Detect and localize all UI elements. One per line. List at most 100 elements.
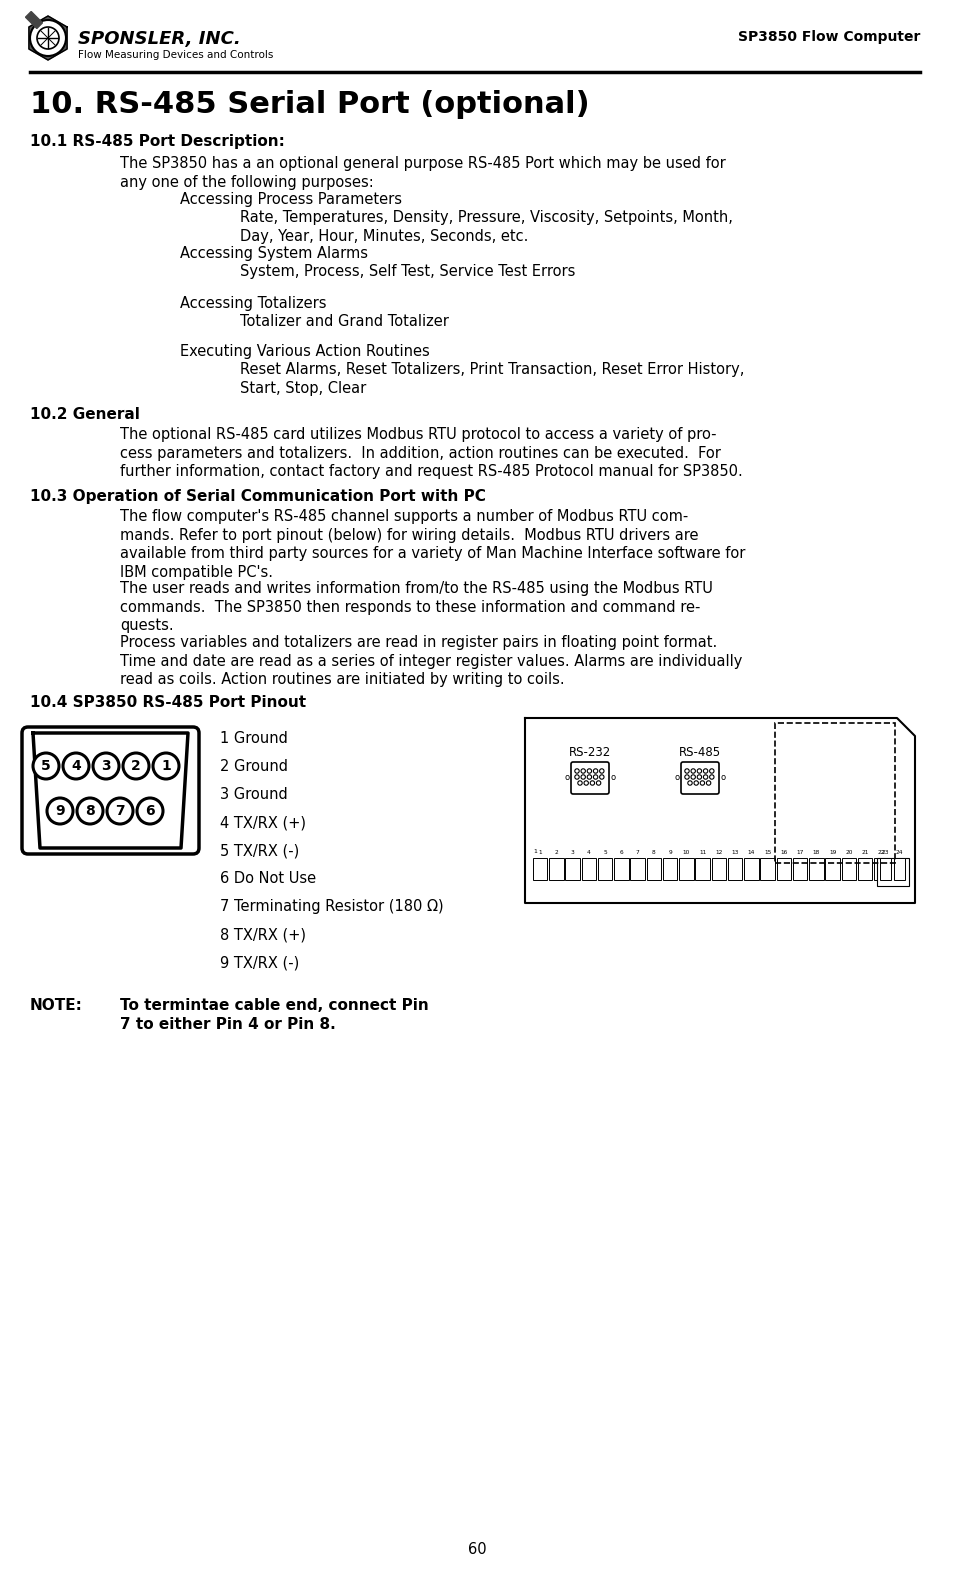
Bar (711, 858, 725, 880)
Text: The SP3850 has a an optional general purpose RS-485 Port which may be used for
a: The SP3850 has a an optional general pur… (120, 156, 725, 190)
Text: 2: 2 (554, 850, 558, 855)
Bar (776, 858, 790, 880)
Text: 9: 9 (55, 803, 65, 817)
Text: 8: 8 (85, 803, 94, 817)
Bar (565, 858, 579, 880)
Text: 3: 3 (101, 759, 111, 773)
Circle shape (77, 799, 103, 824)
Bar (727, 858, 741, 880)
Circle shape (92, 753, 119, 780)
Text: o: o (674, 773, 679, 783)
Text: 10: 10 (682, 850, 689, 855)
Text: Flow Measuring Devices and Controls: Flow Measuring Devices and Controls (78, 50, 274, 60)
Text: 2: 2 (131, 759, 141, 773)
Text: To termintae cable end, connect Pin
7 to either Pin 4 or Pin 8.: To termintae cable end, connect Pin 7 to… (120, 998, 428, 1031)
Text: 13: 13 (731, 850, 739, 855)
Bar (662, 858, 677, 880)
Bar (792, 858, 806, 880)
Text: 10. RS-485 Serial Port (optional): 10. RS-485 Serial Port (optional) (30, 90, 589, 119)
Text: o: o (720, 773, 725, 783)
Text: 1: 1 (533, 849, 537, 854)
FancyBboxPatch shape (571, 762, 608, 794)
Bar (879, 858, 890, 880)
Text: 10.3 Operation of Serial Communication Port with PC: 10.3 Operation of Serial Communication P… (30, 489, 485, 505)
Text: 9: 9 (668, 850, 672, 855)
Bar (679, 858, 693, 880)
Circle shape (30, 20, 66, 57)
Text: System, Process, Self Test, Service Test Errors: System, Process, Self Test, Service Test… (240, 264, 575, 278)
Text: SP3850 Flow Computer: SP3850 Flow Computer (737, 30, 919, 44)
Circle shape (63, 753, 89, 780)
Text: 10.4 SP3850 RS-485 Port Pinout: 10.4 SP3850 RS-485 Port Pinout (30, 695, 306, 711)
Text: Accessing Totalizers: Accessing Totalizers (180, 296, 326, 311)
Text: 7: 7 (115, 803, 125, 817)
Text: 6: 6 (619, 850, 622, 855)
Text: 21: 21 (861, 850, 868, 855)
Text: 19: 19 (828, 850, 836, 855)
Text: 5: 5 (41, 759, 51, 773)
Text: o: o (610, 773, 615, 783)
Bar (533, 858, 547, 880)
Polygon shape (26, 11, 43, 28)
Text: 24: 24 (895, 850, 902, 855)
Bar (808, 858, 822, 880)
Circle shape (123, 753, 149, 780)
Bar (630, 858, 644, 880)
Text: Totalizer and Grand Totalizer: Totalizer and Grand Totalizer (240, 314, 449, 329)
Text: 14: 14 (747, 850, 755, 855)
Text: 11: 11 (699, 850, 705, 855)
Text: 3: 3 (570, 850, 574, 855)
Text: The flow computer's RS-485 channel supports a number of Modbus RTU com-
mands. R: The flow computer's RS-485 channel suppo… (120, 509, 744, 580)
Polygon shape (524, 718, 914, 902)
Bar (873, 858, 888, 880)
Text: 6 Do Not Use: 6 Do Not Use (220, 871, 315, 887)
Text: 5 TX/RX (-): 5 TX/RX (-) (220, 843, 299, 858)
Bar (598, 858, 612, 880)
Text: Process variables and totalizers are read in register pairs in floating point fo: Process variables and totalizers are rea… (120, 635, 741, 687)
Text: The optional RS-485 card utilizes Modbus RTU protocol to access a variety of pro: The optional RS-485 card utilizes Modbus… (120, 428, 742, 479)
Bar (549, 858, 563, 880)
Text: 16: 16 (780, 850, 787, 855)
Circle shape (152, 753, 179, 780)
Text: 1 Ground: 1 Ground (220, 731, 288, 747)
Bar (893, 858, 904, 880)
Text: 20: 20 (844, 850, 852, 855)
Text: 1: 1 (537, 850, 541, 855)
Text: 22: 22 (877, 850, 884, 855)
Text: Reset Alarms, Reset Totalizers, Print Transaction, Reset Error History,
Start, S: Reset Alarms, Reset Totalizers, Print Tr… (240, 362, 743, 396)
Text: The user reads and writes information from/to the RS-485 using the Modbus RTU
co: The user reads and writes information fr… (120, 582, 712, 634)
Text: 10.1 RS-485 Port Description:: 10.1 RS-485 Port Description: (30, 134, 285, 149)
Bar (774, 723, 894, 863)
Bar (760, 858, 774, 880)
Text: 4 TX/RX (+): 4 TX/RX (+) (220, 814, 306, 830)
FancyBboxPatch shape (680, 762, 719, 794)
Bar (857, 858, 872, 880)
Text: 7 Terminating Resistor (180 Ω): 7 Terminating Resistor (180 Ω) (220, 899, 443, 913)
Bar (581, 858, 596, 880)
Circle shape (33, 753, 59, 780)
Text: 10.2 General: 10.2 General (30, 407, 140, 421)
Text: 3 Ground: 3 Ground (220, 788, 288, 802)
Text: 18: 18 (812, 850, 820, 855)
Circle shape (137, 799, 163, 824)
Bar (646, 858, 660, 880)
Bar (614, 858, 628, 880)
Text: 17: 17 (796, 850, 803, 855)
Text: Rate, Temperatures, Density, Pressure, Viscosity, Setpoints, Month,
Day, Year, H: Rate, Temperatures, Density, Pressure, V… (240, 211, 732, 244)
Text: 8 TX/RX (+): 8 TX/RX (+) (220, 927, 306, 942)
Text: 8: 8 (652, 850, 655, 855)
Text: 23: 23 (881, 850, 888, 855)
Circle shape (107, 799, 132, 824)
Text: 2 Ground: 2 Ground (220, 759, 288, 773)
Polygon shape (29, 16, 67, 60)
Text: NOTE:: NOTE: (30, 998, 83, 1012)
Text: RS-485: RS-485 (679, 747, 720, 759)
Text: 7: 7 (636, 850, 639, 855)
Text: 1: 1 (161, 759, 171, 773)
Text: 4: 4 (586, 850, 590, 855)
Text: 6: 6 (145, 803, 154, 817)
Text: 15: 15 (763, 850, 771, 855)
Circle shape (47, 799, 73, 824)
Text: Accessing System Alarms: Accessing System Alarms (180, 245, 368, 261)
Text: SPONSLER, INC.: SPONSLER, INC. (78, 30, 240, 49)
